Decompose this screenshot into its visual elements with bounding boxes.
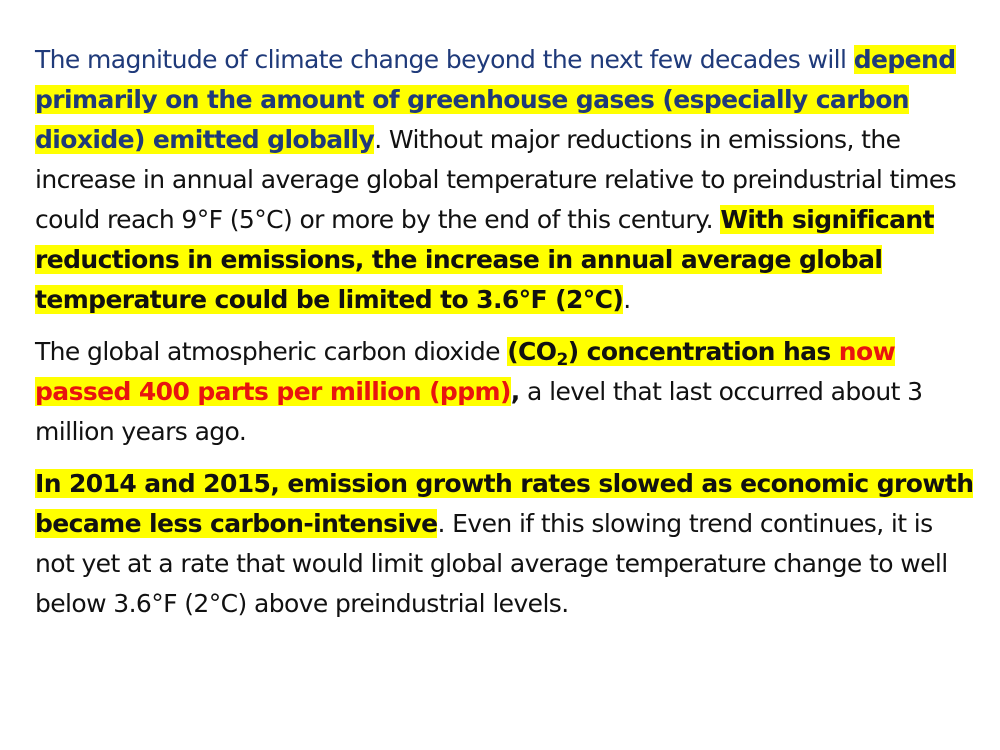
paragraph-1-rest: . Without major reductions in emissions,… xyxy=(35,125,957,234)
ppm-highlight-red: now passed 400 parts per million (ppm) xyxy=(35,337,896,406)
paragraph-1-end: . xyxy=(623,285,631,314)
co2-subscript: 2 xyxy=(556,350,568,370)
paragraph-magnitude: The magnitude of climate change beyond t… xyxy=(35,40,976,320)
paragraph-1-lead: The magnitude of climate change beyond t… xyxy=(35,45,847,74)
paragraph-2-comma: , xyxy=(510,377,521,406)
paragraph-2-rest: a level that last occurred about 3 milli… xyxy=(35,377,923,446)
paragraph-co2: The global atmospheric carbon dioxide (C… xyxy=(35,332,976,452)
paragraph-2-lead: The global atmospheric carbon dioxide xyxy=(35,337,508,366)
co2-label-pre: (CO xyxy=(507,337,557,366)
co2-label-post: ) concentration has xyxy=(567,337,839,366)
paragraph-3-rest: . Even if this slowing trend continues, … xyxy=(35,509,948,618)
paragraph-emission-growth: In 2014 and 2015, emission growth rates … xyxy=(35,464,976,624)
